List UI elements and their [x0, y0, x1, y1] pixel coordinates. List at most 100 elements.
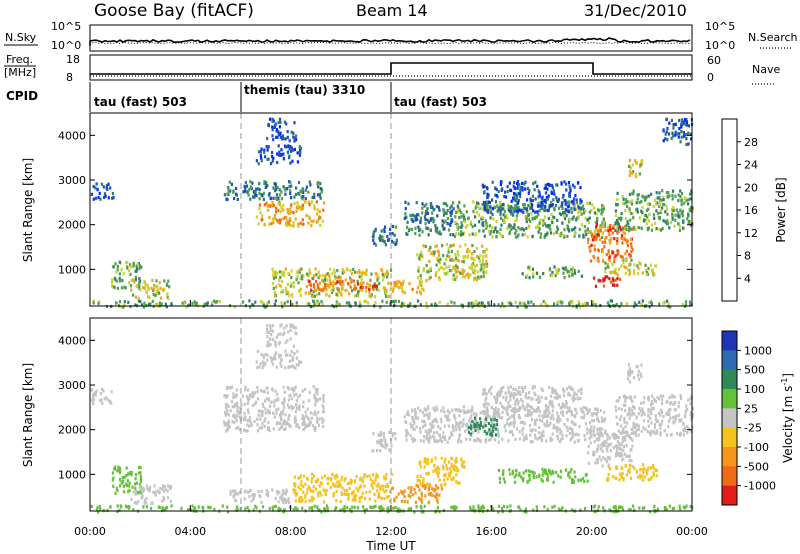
power-cell [455, 270, 458, 274]
power-cell [668, 121, 671, 125]
velocity-cell [273, 355, 276, 359]
power-cell [437, 231, 440, 235]
power-cell [437, 259, 440, 263]
power-cell [513, 198, 516, 202]
power-cell [664, 132, 667, 136]
velocity-cell [405, 412, 409, 416]
power-cell [666, 126, 669, 131]
velocity-cell [516, 408, 519, 412]
velocity-cell [128, 481, 131, 485]
velocity-cell [294, 331, 297, 335]
velocity-cell [506, 421, 509, 425]
power-cell [494, 226, 497, 230]
cpid-segment-2: themis (tau) 3310 [244, 83, 365, 97]
velocity-cell [92, 402, 95, 406]
power-cell [430, 303, 433, 307]
power-cell [127, 300, 130, 304]
power-cell [611, 251, 614, 255]
velocity-cell [371, 480, 374, 484]
power-cell [587, 220, 590, 224]
power-cell [483, 206, 486, 210]
power-cell [499, 227, 502, 231]
velocity-cell [308, 487, 312, 491]
power-cell [518, 183, 521, 187]
velocity-cell [404, 420, 407, 424]
velocity-cell [644, 475, 647, 479]
power-cell [445, 211, 448, 216]
power-cell [128, 281, 131, 285]
velocity-cell [294, 415, 297, 419]
velocity-cell [127, 490, 130, 494]
velocity-cell [294, 419, 297, 423]
power-cell [572, 227, 575, 231]
velocity-cell [631, 464, 634, 469]
power-cell [555, 183, 558, 187]
power-cell [616, 240, 619, 244]
power-cell [626, 239, 629, 243]
velocity-cell [313, 428, 316, 432]
velocity-cell [426, 432, 429, 436]
power-cell [232, 190, 235, 194]
velocity-cell [292, 344, 295, 348]
power-cell [623, 225, 626, 229]
power-cell [455, 275, 458, 279]
power-cell [310, 224, 313, 228]
velocity-cell [615, 415, 618, 419]
power-cell [541, 223, 545, 227]
power-cell [525, 207, 528, 211]
power-cell [257, 150, 261, 154]
velocity-cell [226, 394, 229, 398]
velocity-cell [655, 474, 658, 478]
velocity-cell [522, 406, 525, 410]
velocity-cell [130, 470, 133, 475]
velocity-cell [600, 432, 603, 436]
power-cell [258, 188, 261, 192]
power-cell [257, 162, 260, 166]
velocity-cell [191, 504, 194, 508]
power-cell [488, 224, 491, 228]
velocity-cell [350, 479, 353, 483]
velocity-cell [286, 339, 289, 343]
velocity-cell [321, 404, 324, 408]
velocity-cell [494, 433, 498, 437]
power-cell [504, 215, 507, 219]
velocity-cell [624, 435, 627, 439]
velocity-cell [565, 402, 568, 406]
velocity-cell [227, 405, 230, 409]
velocity-cell [289, 323, 292, 327]
velocity-cell [495, 419, 499, 423]
velocity-cell [612, 506, 615, 510]
power-cell [513, 226, 516, 230]
power-cell [517, 233, 520, 237]
velocity-cell [552, 417, 555, 421]
velocity-cell [583, 434, 586, 438]
velocity-cell [578, 424, 581, 428]
velocity-cell [118, 478, 122, 482]
power-cell [628, 192, 632, 196]
velocity-cell [559, 469, 563, 473]
power-cell [276, 160, 279, 165]
power-cell [523, 232, 526, 236]
velocity-cell [545, 439, 548, 443]
velocity-cell [423, 434, 426, 439]
power-cell [377, 288, 380, 292]
velocity-cell [137, 490, 140, 495]
power-cell [339, 291, 342, 295]
power-cell [553, 192, 556, 196]
velocity-cell [504, 429, 507, 433]
power-cell [274, 275, 277, 279]
power-cell [507, 301, 510, 305]
velocity-cell [431, 487, 434, 491]
power-cell [485, 264, 489, 268]
velocity-cell [102, 389, 105, 393]
power-cell [648, 202, 652, 206]
power-cell [428, 277, 431, 281]
power-cell [662, 139, 665, 143]
velocity-cell [521, 428, 524, 432]
power-cell [420, 281, 423, 285]
velocity-cell [269, 328, 272, 332]
power-cell [555, 196, 558, 200]
velocity-cell [598, 428, 601, 432]
power-cell [227, 186, 230, 190]
power-cell [313, 294, 316, 298]
